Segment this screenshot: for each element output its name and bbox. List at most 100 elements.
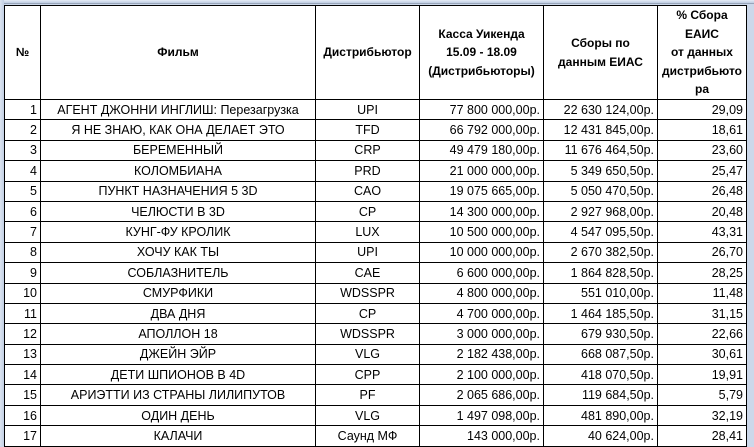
cell-weekend-gross[interactable]: 2 182 438,00р. xyxy=(419,343,544,366)
cell-weekend-gross[interactable]: 19 075 665,00р. xyxy=(419,180,544,202)
column-header-weekend-gross[interactable]: Касса Уикенда 15.09 - 18.09 (Дистрибьюто… xyxy=(419,5,544,100)
cell-eias-gross[interactable]: 481 890,00р. xyxy=(543,404,658,427)
cell-film-title[interactable]: ДЖЕЙН ЭЙР xyxy=(40,343,316,366)
cell-eias-percent[interactable]: 5,79 xyxy=(657,384,747,406)
cell-eias-gross[interactable]: 551 010,00р. xyxy=(543,282,658,304)
cell-weekend-gross[interactable]: 14 300 000,00р. xyxy=(419,200,544,223)
cell-eias-percent[interactable]: 30,61 xyxy=(657,343,747,366)
column-header-distributor[interactable]: Дистрибьютор xyxy=(315,5,420,100)
cell-eias-percent[interactable]: 25,47 xyxy=(657,160,747,182)
cell-eias-percent[interactable]: 19,91 xyxy=(657,364,747,386)
cell-distributor[interactable]: CAE xyxy=(315,262,420,284)
cell-distributor[interactable]: UPI xyxy=(315,241,420,264)
cell-eias-gross[interactable]: 4 547 095,50р. xyxy=(543,221,658,243)
cell-weekend-gross[interactable]: 1 497 098,00р. xyxy=(419,404,544,427)
cell-distributor[interactable]: WDSSPR xyxy=(315,282,420,304)
cell-eias-gross[interactable]: 1 464 185,50р. xyxy=(543,302,658,325)
cell-film-title[interactable]: ДВА ДНЯ xyxy=(40,302,316,325)
cell-eias-gross[interactable]: 119 684,50р. xyxy=(543,384,658,406)
cell-number[interactable]: 7 xyxy=(4,221,41,243)
cell-eias-percent[interactable]: 20,48 xyxy=(657,200,747,223)
cell-weekend-gross[interactable]: 2 065 686,00р. xyxy=(419,384,544,406)
cell-weekend-gross[interactable]: 21 000 000,00р. xyxy=(419,160,544,182)
cell-eias-gross[interactable]: 1 864 828,50р. xyxy=(543,262,658,284)
cell-distributor[interactable]: TFD xyxy=(315,119,420,141)
cell-weekend-gross[interactable]: 2 100 000,00р. xyxy=(419,364,544,386)
cell-distributor[interactable]: VLG xyxy=(315,404,420,427)
cell-eias-gross[interactable]: 5 349 650,50р. xyxy=(543,160,658,182)
cell-number[interactable]: 12 xyxy=(4,323,41,345)
cell-distributor[interactable]: PRD xyxy=(315,160,420,182)
cell-eias-percent[interactable]: 11,48 xyxy=(657,282,747,304)
cell-eias-percent[interactable]: 22,66 xyxy=(657,323,747,345)
cell-eias-gross[interactable]: 22 630 124,00р. xyxy=(543,98,658,121)
cell-distributor[interactable]: VLG xyxy=(315,343,420,366)
cell-distributor[interactable]: CP xyxy=(315,302,420,325)
column-header-eias-percent[interactable]: % Сбора ЕАИС от данных дистрибьютора xyxy=(657,5,747,100)
cell-distributor[interactable]: CAO xyxy=(315,180,420,202)
cell-distributor[interactable]: LUX xyxy=(315,221,420,243)
cell-eias-gross[interactable]: 2 927 968,00р. xyxy=(543,200,658,223)
cell-number[interactable]: 5 xyxy=(4,180,41,202)
cell-number[interactable]: 11 xyxy=(4,302,41,325)
cell-number[interactable]: 10 xyxy=(4,282,41,304)
cell-number[interactable]: 13 xyxy=(4,343,41,366)
cell-eias-gross[interactable]: 2 670 382,50р. xyxy=(543,241,658,264)
cell-eias-gross[interactable]: 679 930,50р. xyxy=(543,323,658,345)
cell-distributor[interactable]: Саунд МФ xyxy=(315,425,420,447)
cell-distributor[interactable]: CRP xyxy=(315,139,420,162)
cell-distributor[interactable]: WDSSPR xyxy=(315,323,420,345)
cell-film-title[interactable]: Я НЕ ЗНАЮ, КАК ОНА ДЕЛАЕТ ЭТО xyxy=(40,119,316,141)
cell-number[interactable]: 1 xyxy=(4,98,41,121)
cell-eias-gross[interactable]: 418 070,50р. xyxy=(543,364,658,386)
cell-eias-percent[interactable]: 26,48 xyxy=(657,180,747,202)
cell-eias-gross[interactable]: 11 676 464,50р. xyxy=(543,139,658,162)
cell-film-title[interactable]: КОЛОМБИАНА xyxy=(40,160,316,182)
cell-number[interactable]: 17 xyxy=(4,425,41,447)
cell-weekend-gross[interactable]: 49 479 180,00р. xyxy=(419,139,544,162)
cell-film-title[interactable]: АПОЛЛОН 18 xyxy=(40,323,316,345)
cell-distributor[interactable]: CPP xyxy=(315,364,420,386)
column-header-number[interactable]: № xyxy=(4,5,41,100)
cell-film-title[interactable]: КУНГ-ФУ КРОЛИК xyxy=(40,221,316,243)
cell-weekend-gross[interactable]: 4 800 000,00р. xyxy=(419,282,544,304)
cell-eias-percent[interactable]: 43,31 xyxy=(657,221,747,243)
cell-eias-percent[interactable]: 28,25 xyxy=(657,262,747,284)
cell-distributor[interactable]: CP xyxy=(315,200,420,223)
cell-eias-percent[interactable]: 32,19 xyxy=(657,404,747,427)
cell-weekend-gross[interactable]: 4 700 000,00р. xyxy=(419,302,544,325)
cell-number[interactable]: 2 xyxy=(4,119,41,141)
cell-eias-percent[interactable]: 31,15 xyxy=(657,302,747,325)
cell-eias-percent[interactable]: 23,60 xyxy=(657,139,747,162)
cell-film-title[interactable]: КАЛАЧИ xyxy=(40,425,316,447)
cell-weekend-gross[interactable]: 10 000 000,00р. xyxy=(419,241,544,264)
cell-eias-gross[interactable]: 5 050 470,50р. xyxy=(543,180,658,202)
cell-eias-percent[interactable]: 28,41 xyxy=(657,425,747,447)
cell-eias-gross[interactable]: 40 624,00р. xyxy=(543,425,658,447)
cell-film-title[interactable]: ОДИН ДЕНЬ xyxy=(40,404,316,427)
cell-film-title[interactable]: ДЕТИ ШПИОНОВ В 4D xyxy=(40,364,316,386)
cell-weekend-gross[interactable]: 3 000 000,00р. xyxy=(419,323,544,345)
cell-film-title[interactable]: ХОЧУ КАК ТЫ xyxy=(40,241,316,264)
cell-number[interactable]: 8 xyxy=(4,241,41,264)
cell-film-title[interactable]: СМУРФИКИ xyxy=(40,282,316,304)
cell-film-title[interactable]: ПУНКТ НАЗНАЧЕНИЯ 5 3D xyxy=(40,180,316,202)
cell-film-title[interactable]: АРИЭТТИ ИЗ СТРАНЫ ЛИЛИПУТОВ xyxy=(40,384,316,406)
cell-eias-percent[interactable]: 26,70 xyxy=(657,241,747,264)
cell-film-title[interactable]: АГЕНТ ДЖОННИ ИНГЛИШ: Перезагрузка xyxy=(40,98,316,121)
cell-film-title[interactable]: СОБЛАЗНИТЕЛЬ xyxy=(40,262,316,284)
cell-weekend-gross[interactable]: 6 600 000,00р. xyxy=(419,262,544,284)
cell-number[interactable]: 9 xyxy=(4,262,41,284)
cell-eias-gross[interactable]: 12 431 845,00р. xyxy=(543,119,658,141)
cell-weekend-gross[interactable]: 66 792 000,00р. xyxy=(419,119,544,141)
cell-eias-percent[interactable]: 29,09 xyxy=(657,98,747,121)
cell-distributor[interactable]: UPI xyxy=(315,98,420,121)
cell-film-title[interactable]: БЕРЕМЕННЫЙ xyxy=(40,139,316,162)
cell-number[interactable]: 14 xyxy=(4,364,41,386)
cell-distributor[interactable]: PF xyxy=(315,384,420,406)
cell-film-title[interactable]: ЧЕЛЮСТИ В 3D xyxy=(40,200,316,223)
column-header-film[interactable]: Фильм xyxy=(40,5,316,100)
column-header-eias-gross[interactable]: Сборы по данным ЕИАС xyxy=(543,5,658,100)
cell-number[interactable]: 16 xyxy=(4,404,41,427)
cell-weekend-gross[interactable]: 143 000,00р. xyxy=(419,425,544,447)
